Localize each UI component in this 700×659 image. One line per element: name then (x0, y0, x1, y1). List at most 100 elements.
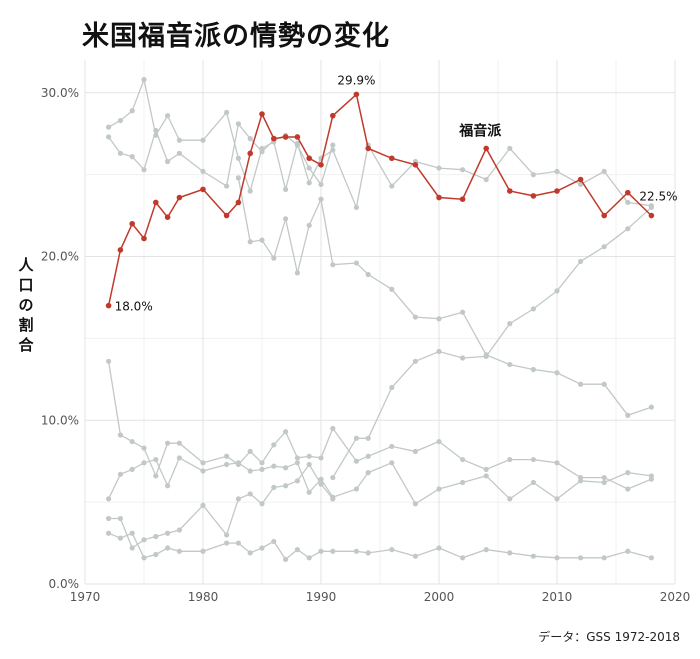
other-series-point (483, 547, 489, 553)
other-series-point (530, 479, 537, 486)
other-series-point (306, 180, 312, 186)
other-series-point (247, 448, 253, 454)
evangelical-series-point (271, 135, 277, 142)
other-series-point (294, 142, 300, 148)
other-series-point (353, 548, 359, 554)
other-series-point (530, 366, 537, 373)
x-tick-label: 2020 (660, 590, 691, 604)
other-series-point (436, 165, 442, 171)
other-series-point (294, 270, 300, 276)
other-series-point (294, 460, 300, 466)
other-series-point (117, 535, 123, 541)
other-series-point (271, 442, 277, 448)
other-series-point (247, 550, 253, 556)
other-series-point (554, 168, 560, 174)
other-series-point (554, 555, 560, 561)
other-series-point (625, 548, 631, 554)
other-series-point (436, 545, 442, 551)
other-series-point (283, 465, 289, 471)
other-series-point (530, 553, 537, 559)
other-series-point (601, 381, 607, 387)
evangelical-series-point (282, 134, 289, 140)
evangelical-series-point (483, 145, 490, 152)
other-series-point (153, 551, 159, 558)
other-series-group (106, 77, 655, 563)
other-series-point (330, 496, 336, 502)
other-series-point (507, 456, 513, 463)
other-series-point (165, 530, 171, 536)
other-series-point (165, 545, 171, 551)
data-label-start: 18.0% (115, 300, 153, 314)
other-series-point (365, 470, 371, 476)
evangelical-series-point (648, 212, 655, 219)
other-series-point (224, 183, 230, 189)
evangelical-series-point (625, 189, 631, 196)
evangelical-series-point (318, 162, 324, 168)
other-series-point (625, 486, 631, 492)
other-series-point (601, 168, 607, 174)
other-series-point (271, 255, 277, 261)
x-tick-label: 1980 (188, 590, 219, 604)
evangelical-series-point (507, 188, 513, 194)
other-series-point (294, 455, 300, 461)
other-series-point (247, 136, 253, 142)
chart-title: 米国福音派の情勢の変化 (82, 21, 390, 52)
other-series-point (306, 461, 312, 468)
evangelical-series-point (365, 145, 372, 152)
other-series-point (247, 188, 253, 194)
other-series-point (460, 479, 466, 486)
other-series-point (625, 412, 631, 418)
other-series-point (389, 547, 395, 553)
other-series-point (412, 358, 418, 364)
other-series-point (554, 288, 560, 294)
other-series-point (153, 533, 159, 540)
other-series-point (235, 540, 241, 546)
other-series-line (108, 77, 652, 210)
evangelical-series-point (601, 212, 607, 219)
other-series-point (106, 515, 112, 522)
other-series-point (224, 461, 230, 468)
other-series-point (165, 158, 171, 165)
evangelical-series-point (141, 235, 147, 242)
other-series-point (283, 186, 289, 192)
evangelical-series-group (105, 91, 655, 309)
other-series-point (129, 530, 135, 536)
other-series-point (117, 150, 123, 156)
other-series-point (153, 473, 159, 479)
other-series-point (353, 260, 359, 266)
other-series-point (106, 496, 112, 502)
other-series-point (389, 384, 395, 391)
grid-lines (84, 60, 676, 585)
other-series-point (200, 468, 206, 474)
other-series-point (460, 355, 466, 361)
evangelical-series-point (200, 186, 206, 193)
other-series-point (578, 381, 584, 387)
other-series-point (200, 137, 206, 143)
other-series-point (294, 547, 300, 553)
annotations-group: 18.0% 29.9% 22.5% 福音派 (115, 73, 678, 313)
other-series-point (353, 204, 359, 210)
other-series-point (460, 555, 466, 561)
other-series-point (507, 145, 513, 152)
other-series-point (436, 438, 442, 445)
other-series-point (259, 501, 265, 507)
evangelical-series-point (235, 199, 242, 206)
evangelical-series-point (294, 134, 301, 140)
other-series-point (365, 435, 371, 441)
evangelical-series-point (330, 112, 336, 119)
other-series-point (625, 199, 631, 206)
other-series-point (224, 453, 230, 459)
other-series-point (106, 530, 112, 536)
other-series-point (460, 456, 466, 463)
other-series-point (460, 167, 466, 173)
other-series-point (224, 540, 230, 546)
other-series-point (176, 527, 182, 533)
other-series-point (259, 466, 265, 472)
other-series-point (318, 181, 324, 188)
other-series-point (412, 553, 418, 559)
series-label-evangelical: 福音派 (458, 122, 502, 139)
other-series-point (389, 183, 395, 189)
evangelical-series-point (105, 302, 112, 309)
evangelical-series-point (259, 111, 265, 117)
other-series-point (283, 216, 289, 222)
